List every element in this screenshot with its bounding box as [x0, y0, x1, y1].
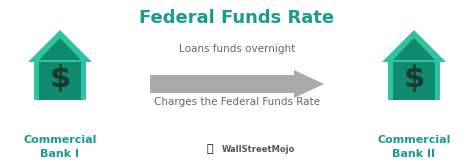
Text: Loans funds overnight: Loans funds overnight: [179, 44, 295, 54]
Polygon shape: [393, 38, 435, 60]
Text: Commercial
Bank I: Commercial Bank I: [23, 135, 97, 159]
Bar: [388, 62, 440, 100]
Bar: [39, 62, 81, 100]
Polygon shape: [382, 30, 446, 62]
Text: $: $: [403, 64, 425, 94]
Text: Federal Funds Rate: Federal Funds Rate: [139, 9, 335, 27]
Text: WallStreetMojo: WallStreetMojo: [222, 144, 295, 153]
Text: $: $: [49, 64, 71, 94]
Text: Charges the Federal Funds Rate: Charges the Federal Funds Rate: [154, 97, 320, 107]
Bar: [393, 62, 435, 100]
Text: 🤵: 🤵: [207, 144, 213, 154]
Text: Commercial
Bank II: Commercial Bank II: [377, 135, 451, 159]
Polygon shape: [28, 30, 92, 62]
Bar: [34, 62, 86, 100]
FancyArrow shape: [150, 70, 324, 98]
Polygon shape: [39, 38, 81, 60]
